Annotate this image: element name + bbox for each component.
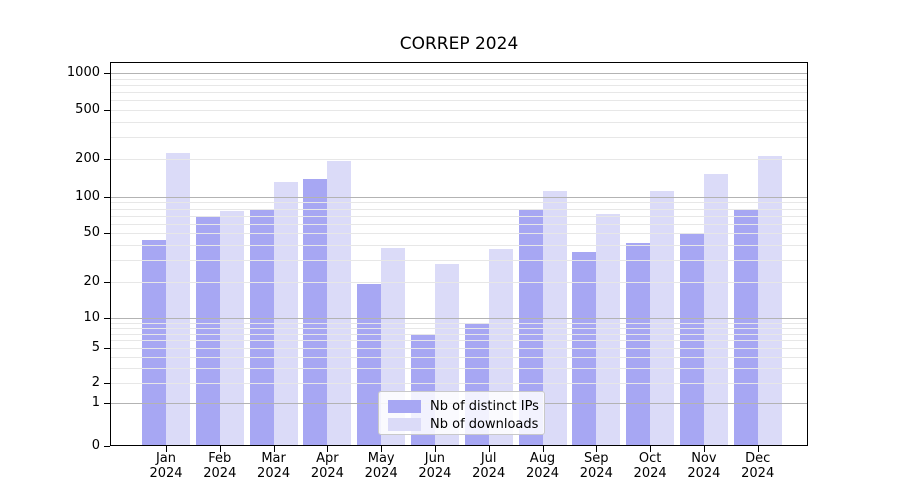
gridline-minor xyxy=(110,208,808,210)
x-tick-label: Jul 2024 xyxy=(472,451,506,481)
x-tick-mark xyxy=(757,446,759,452)
bar-ips-may xyxy=(357,284,382,446)
bar-downloads-dec xyxy=(757,156,782,446)
y-tick-label: 20 xyxy=(83,273,100,289)
gridline-minor xyxy=(110,110,808,111)
bar-ips-jan xyxy=(142,240,166,446)
bar-ips-apr xyxy=(303,179,328,446)
bar-ips-nov xyxy=(679,233,704,446)
gridline-minor xyxy=(110,223,808,225)
gridline-minor xyxy=(110,367,808,369)
bar-downloads-mar xyxy=(273,182,298,446)
y-tick-mark xyxy=(104,318,110,320)
gridline-major xyxy=(110,196,808,198)
x-tick-label: Nov 2024 xyxy=(687,451,721,481)
legend-row-downloads: Nb of downloads xyxy=(379,415,544,433)
gridline-minor xyxy=(110,281,808,283)
x-tick-mark xyxy=(273,446,275,452)
y-tick-label: 10 xyxy=(83,310,100,326)
y-tick-mark xyxy=(104,403,110,405)
x-tick-label: Jan 2024 xyxy=(149,451,183,481)
x-tick-mark xyxy=(219,446,221,452)
x-tick-mark xyxy=(434,446,436,452)
y-tick-mark xyxy=(104,73,110,75)
gridline-minor xyxy=(110,137,808,139)
gridline-minor xyxy=(110,383,808,385)
gridline-minor xyxy=(110,92,808,94)
x-tick-mark xyxy=(381,446,383,452)
y-tick-label: 1 xyxy=(91,395,100,411)
chart-title: CORREP 2024 xyxy=(399,34,519,54)
gridline-minor xyxy=(110,322,808,324)
bar-ips-feb xyxy=(195,216,220,446)
gridline-minor xyxy=(110,245,808,247)
legend-row-distinct-ips: Nb of distinct IPs xyxy=(379,397,544,415)
y-tick-label: 200 xyxy=(75,151,100,166)
y-tick-mark xyxy=(104,281,110,283)
gridline-major xyxy=(110,318,808,320)
y-tick-label: 1000 xyxy=(66,65,100,81)
y-tick-label: 50 xyxy=(83,225,100,241)
y-tick-label: 2 xyxy=(91,375,100,391)
legend: Nb of distinct IPs Nb of downloads xyxy=(378,391,545,435)
y-tick-mark xyxy=(104,446,110,447)
gridline-minor xyxy=(110,78,808,80)
gridline-minor xyxy=(110,356,808,358)
x-tick-mark xyxy=(703,446,705,452)
gridline-minor xyxy=(110,348,808,350)
gridline-minor xyxy=(110,333,808,335)
legend-swatch-distinct-ips xyxy=(388,399,421,413)
y-tick-label: 0 xyxy=(91,438,100,453)
x-tick-label: Dec 2024 xyxy=(741,451,775,481)
plot-area: Nb of distinct IPs Nb of downloads xyxy=(110,62,808,446)
x-tick-mark xyxy=(488,446,490,452)
x-tick-mark xyxy=(327,446,329,452)
gridline-minor xyxy=(110,85,808,87)
y-tick-label: 5 xyxy=(91,340,100,356)
bar-downloads-jan xyxy=(166,153,190,446)
legend-swatch-downloads xyxy=(388,417,421,431)
x-tick-label: May 2024 xyxy=(364,451,398,481)
gridline-minor xyxy=(110,121,808,123)
bar-ips-oct xyxy=(626,242,651,446)
y-tick-label: 500 xyxy=(75,102,100,117)
y-tick-mark xyxy=(104,348,110,350)
bar-downloads-nov xyxy=(703,174,728,446)
gridline-minor xyxy=(110,340,808,342)
bar-ips-mar xyxy=(249,209,274,446)
x-tick-mark xyxy=(542,446,544,452)
x-tick-label: Jun 2024 xyxy=(418,451,452,481)
bar-ips-dec xyxy=(733,209,758,446)
x-tick-mark xyxy=(650,446,652,452)
gridline-minor xyxy=(110,159,808,160)
y-tick-mark xyxy=(104,196,110,198)
x-tick-label: Aug 2024 xyxy=(525,451,560,481)
y-tick-mark xyxy=(104,383,110,385)
gridline-minor xyxy=(110,233,808,235)
legend-label-downloads: Nb of downloads xyxy=(430,416,539,432)
grid-layer xyxy=(110,62,808,446)
x-tick-label: Sep 2024 xyxy=(579,451,613,481)
gridline-minor xyxy=(110,202,808,204)
gridline-major xyxy=(110,73,808,75)
legend-label-distinct-ips: Nb of distinct IPs xyxy=(430,398,539,414)
y-tick-mark xyxy=(104,233,110,235)
x-tick-label: Apr 2024 xyxy=(310,451,344,481)
x-tick-label: Mar 2024 xyxy=(257,451,291,481)
gridline-minor xyxy=(110,215,808,217)
bar-downloads-apr xyxy=(327,160,352,446)
y-tick-label: 100 xyxy=(75,188,100,204)
x-tick-mark xyxy=(596,446,598,452)
y-tick-mark xyxy=(104,159,110,160)
y-tick-mark xyxy=(104,110,110,111)
bar-downloads-sep xyxy=(596,214,621,446)
x-tick-label: Oct 2024 xyxy=(633,451,667,481)
gridline-minor xyxy=(110,100,808,102)
gridline-minor xyxy=(110,328,808,329)
x-tick-mark xyxy=(166,446,167,452)
gridline-minor xyxy=(110,260,808,262)
x-tick-label: Feb 2024 xyxy=(203,451,237,481)
